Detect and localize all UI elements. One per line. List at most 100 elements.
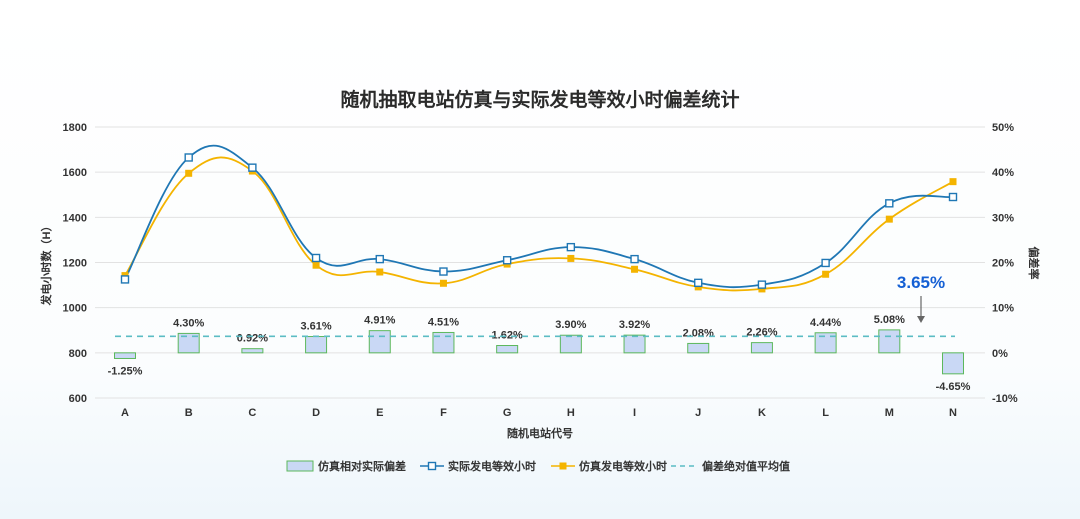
- deviation-label: 0.92%: [237, 333, 268, 345]
- deviation-label: -1.25%: [108, 365, 143, 377]
- x-tick-label: B: [185, 407, 193, 419]
- deviation-label: 2.26%: [746, 327, 777, 339]
- x-tick-label: F: [440, 407, 447, 419]
- right-tick-label: -10%: [992, 393, 1018, 405]
- deviation-bar: [814, 332, 837, 354]
- actual-hours-point: [311, 253, 321, 263]
- actual-hours-point: [948, 192, 958, 202]
- right-tick-label: 20%: [992, 258, 1014, 270]
- x-tick-label: H: [567, 407, 575, 419]
- legend-label-average: 偏差绝对值平均值: [702, 459, 790, 473]
- deviation-bar: [177, 332, 200, 354]
- deviation-labels: -1.25% 4.30% 0.92% 3.61% 4.91% 4.51% 1.62% 3.90…: [108, 314, 971, 393]
- actual-hours-point: [439, 267, 448, 276]
- right-tick-label: 10%: [992, 303, 1014, 315]
- x-tick-label: C: [248, 407, 256, 419]
- deviation-bar: [942, 352, 964, 375]
- grid-lines: [95, 126, 985, 399]
- left-y-axis-label: 发电小时数（H）: [39, 221, 53, 307]
- x-tick-label: I: [633, 407, 636, 419]
- legend: 仿真相对实际偏差 实际发电等效小时 仿真发电等效小时 偏差绝对值平均值: [286, 459, 790, 473]
- x-tick-label: E: [376, 407, 383, 419]
- simulated-hours-point: [312, 261, 320, 269]
- simulated-hours-point: [376, 268, 384, 276]
- x-tick-label: G: [503, 407, 512, 419]
- deviation-bar: [878, 329, 901, 354]
- actual-hours-point: [184, 153, 193, 162]
- deviation-label: 4.91%: [364, 315, 395, 327]
- deviation-bar: [559, 334, 582, 354]
- actual-hours-point: [757, 280, 767, 289]
- x-axis-label: 随机电站代号: [507, 426, 573, 440]
- left-tick-label: 800: [69, 348, 87, 360]
- left-tick-label: 1000: [63, 303, 87, 315]
- deviation-label: 4.51%: [428, 316, 459, 328]
- deviation-bar: [623, 334, 646, 354]
- deviation-bar: [114, 352, 136, 359]
- simulated-hours-point: [822, 270, 830, 278]
- deviation-label: 3.92%: [619, 319, 650, 331]
- right-tick-label: 50%: [992, 122, 1014, 134]
- x-tick-label: D: [312, 407, 320, 419]
- actual-hours-point: [694, 278, 703, 288]
- legend-label-simulated: 仿真发电等效小时: [579, 459, 667, 473]
- legend-marker-simulated: [559, 462, 567, 470]
- x-tick-label: N: [949, 407, 957, 419]
- actual-hours-point: [248, 163, 257, 172]
- simulated-hours-line: [124, 156, 954, 292]
- right-tick-label: 40%: [992, 167, 1014, 179]
- legend-marker-actual: [427, 461, 437, 471]
- deviation-bar: [305, 336, 328, 354]
- left-y-axis: 600 800 1000 1200 1400 1600 1800: [63, 122, 87, 405]
- deviation-bar: [750, 342, 773, 354]
- actual-hours-point: [502, 256, 512, 265]
- deviation-bar: [241, 348, 264, 354]
- deviation-label: -4.65%: [936, 381, 971, 393]
- simulated-hours-point: [185, 169, 193, 177]
- annotation-arrowhead: [917, 316, 925, 323]
- x-tick-label: J: [695, 407, 701, 419]
- x-tick-label: K: [758, 407, 766, 419]
- simulated-hours-point: [758, 285, 766, 293]
- left-tick-label: 1800: [63, 122, 87, 134]
- deviation-label: 3.90%: [555, 319, 586, 331]
- x-tick-label: M: [885, 407, 894, 419]
- x-tick-label: A: [121, 407, 129, 419]
- right-tick-label: 0%: [992, 348, 1008, 360]
- x-tick-label: L: [822, 407, 829, 419]
- deviation-label: 5.08%: [874, 314, 905, 326]
- actual-hours-point: [630, 254, 639, 264]
- left-tick-label: 600: [69, 393, 87, 405]
- x-axis: A B C D E F G H I J K L M N: [121, 407, 957, 419]
- deviation-label: 2.08%: [683, 327, 714, 339]
- right-y-axis-label: 偏差率: [1027, 247, 1041, 280]
- simulated-hours-point: [567, 254, 575, 262]
- legend-label-actual: 实际发电等效小时: [448, 459, 536, 473]
- legend-swatch-deviation: [286, 460, 314, 472]
- actual-hours-point: [120, 275, 130, 284]
- simulated-hours-point: [885, 215, 893, 223]
- right-tick-label: 30%: [992, 212, 1014, 224]
- actual-hours-point: [885, 199, 894, 208]
- right-y-axis: -10% 0% 10% 20% 30% 40% 50%: [992, 122, 1018, 405]
- left-tick-label: 1400: [63, 212, 87, 224]
- deviation-label: 1.62%: [492, 330, 523, 342]
- deviation-label: 3.61%: [300, 321, 331, 333]
- left-tick-label: 1200: [63, 258, 87, 270]
- simulated-hours-point: [631, 265, 639, 273]
- deviation-bar: [368, 330, 391, 354]
- actual-hours-point: [375, 254, 384, 264]
- actual-hours-point: [821, 258, 830, 268]
- average-value-label: 3.65%: [897, 273, 945, 292]
- left-tick-label: 1600: [63, 167, 87, 179]
- simulated-hours-point: [949, 178, 957, 186]
- actual-hours-point: [566, 242, 576, 252]
- deviation-bar: [687, 342, 710, 354]
- deviation-label: 4.30%: [173, 317, 204, 329]
- legend-label-deviation: 仿真相对实际偏差: [318, 459, 406, 473]
- simulated-hours-point: [439, 279, 447, 287]
- chart-title: 随机抽取电站仿真与实际发电等效小时偏差统计: [340, 88, 739, 111]
- deviation-label: 4.44%: [810, 317, 841, 329]
- average-annotation: 3.65%: [897, 273, 945, 323]
